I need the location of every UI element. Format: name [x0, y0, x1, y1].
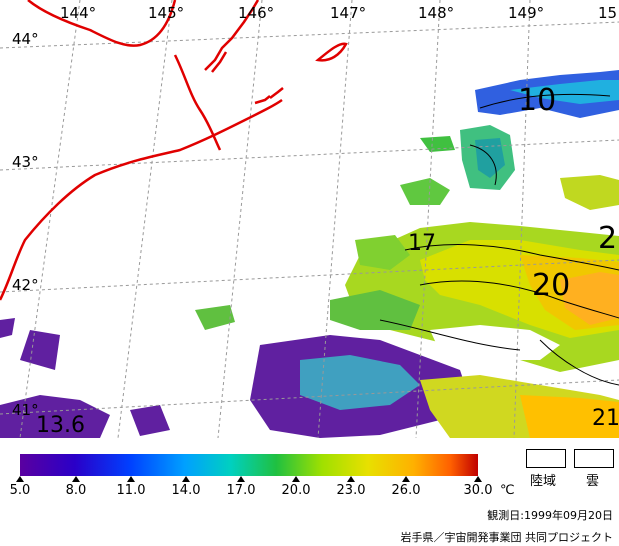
lon-label: 145°: [148, 4, 184, 22]
lat-label: 42°: [12, 276, 39, 294]
land-key-swatch: [526, 449, 566, 468]
lat-label: 41°: [12, 401, 39, 419]
lon-label: 146°: [238, 4, 274, 22]
lon-label: 148°: [418, 4, 454, 22]
contour-label: 17: [408, 231, 436, 256]
scale-tick-label: 14.0: [171, 483, 201, 498]
lon-label: 149°: [508, 4, 544, 22]
land-key-label: 陸域: [530, 474, 557, 489]
scale-tick-label: 20.0: [281, 483, 311, 498]
temperature-unit: ℃: [500, 483, 515, 498]
contour-label: 21: [592, 406, 619, 431]
cloud-key-swatch: [574, 449, 614, 468]
coastline: [0, 0, 348, 301]
color-scale-legend: [16, 454, 482, 482]
scale-tick-label: 8.0: [65, 483, 87, 498]
isotherm-contours: [379, 93, 619, 386]
scale-tick-label: 17.0: [226, 483, 256, 498]
contour-label: 2: [598, 221, 617, 256]
lon-label: 144°: [60, 4, 96, 22]
project-credit: 岩手県／宇宙開発事業団 共同プロジェクト: [400, 531, 614, 544]
scale-tick-label: 23.0: [336, 483, 366, 498]
contour-label: 10: [518, 83, 556, 118]
lon-label: 15: [598, 4, 617, 22]
longitude-labels: 144° 145° 146° 147° 148° 149° 15: [60, 4, 617, 22]
scale-tick-label: 5.0: [9, 483, 31, 498]
scale-ticks: [16, 476, 482, 482]
graticule: [0, 0, 619, 438]
lon-label: 147°: [330, 4, 366, 22]
lat-label: 43°: [12, 153, 39, 171]
latitude-labels: 44° 43° 42° 41°: [12, 30, 39, 419]
cloud-key-label: 雲: [586, 474, 600, 489]
lat-label: 44°: [12, 30, 39, 48]
contour-label: 20: [532, 268, 570, 303]
scale-tick-label: 26.0: [391, 483, 421, 498]
contour-label: 13.6: [36, 413, 85, 438]
contour-labels: 10 17 2 20 13.6 21: [36, 83, 619, 438]
scale-tick-label: 30.0: [463, 483, 493, 498]
scale-tick-label: 11.0: [116, 483, 146, 498]
color-scale-bar: [20, 454, 478, 476]
observation-date: 観測日:1999年09月20日: [487, 509, 613, 522]
sea-surface-temperature-map: 144° 145° 146° 147° 148° 149° 15 44° 43°…: [0, 0, 619, 438]
